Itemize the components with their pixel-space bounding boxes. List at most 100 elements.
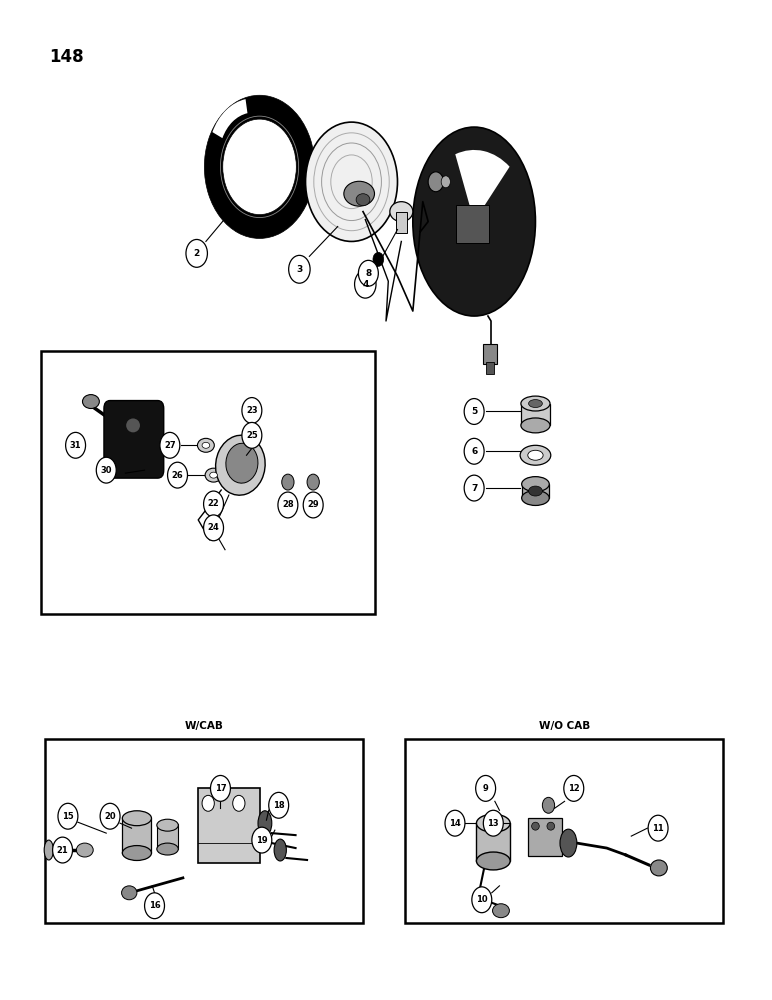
Ellipse shape: [521, 418, 550, 433]
Circle shape: [66, 432, 86, 458]
Circle shape: [373, 252, 384, 266]
Bar: [522, 484, 549, 498]
Text: 26: 26: [171, 471, 184, 480]
Ellipse shape: [83, 395, 100, 409]
Circle shape: [232, 795, 245, 811]
Ellipse shape: [522, 477, 549, 492]
Ellipse shape: [413, 127, 536, 316]
Circle shape: [464, 399, 484, 424]
Ellipse shape: [529, 486, 543, 496]
Ellipse shape: [121, 886, 137, 900]
Circle shape: [58, 803, 78, 829]
Circle shape: [202, 795, 215, 811]
Circle shape: [358, 260, 378, 286]
Ellipse shape: [547, 822, 554, 830]
Bar: [122, 818, 151, 853]
Bar: [483, 344, 497, 364]
Text: 21: 21: [56, 846, 69, 855]
Text: 8: 8: [365, 269, 371, 278]
Text: 17: 17: [215, 784, 226, 793]
Circle shape: [476, 775, 496, 801]
Wedge shape: [205, 95, 315, 238]
Circle shape: [306, 122, 398, 241]
Ellipse shape: [215, 435, 265, 495]
Ellipse shape: [560, 829, 577, 857]
Ellipse shape: [122, 811, 151, 826]
Bar: [486, 362, 494, 374]
Bar: [45, 739, 363, 923]
Ellipse shape: [356, 194, 370, 206]
Text: 9: 9: [482, 784, 489, 793]
Circle shape: [211, 775, 230, 801]
Text: 27: 27: [164, 441, 176, 450]
Circle shape: [186, 239, 208, 267]
Ellipse shape: [44, 840, 53, 860]
Ellipse shape: [258, 811, 272, 836]
Wedge shape: [455, 150, 510, 222]
Bar: [198, 788, 259, 863]
Text: 20: 20: [104, 812, 116, 821]
Text: 3: 3: [296, 265, 303, 274]
Circle shape: [428, 172, 443, 192]
Bar: [157, 824, 178, 849]
Bar: [521, 404, 550, 425]
Text: 19: 19: [256, 836, 268, 845]
Ellipse shape: [344, 181, 374, 206]
Circle shape: [464, 475, 484, 501]
FancyBboxPatch shape: [104, 401, 164, 478]
Ellipse shape: [521, 396, 550, 411]
Ellipse shape: [202, 442, 210, 448]
Text: 25: 25: [246, 431, 258, 440]
Text: 12: 12: [568, 784, 580, 793]
Text: 23: 23: [246, 406, 258, 415]
Ellipse shape: [210, 472, 218, 478]
Text: 22: 22: [208, 499, 219, 508]
Circle shape: [144, 893, 164, 919]
Text: 148: 148: [49, 48, 83, 66]
Circle shape: [52, 837, 73, 863]
Text: 30: 30: [100, 466, 112, 475]
Text: 14: 14: [449, 819, 461, 828]
Ellipse shape: [126, 418, 140, 432]
Circle shape: [282, 474, 294, 490]
Text: 28: 28: [282, 500, 293, 509]
Text: 6: 6: [471, 447, 477, 456]
Text: 5: 5: [471, 407, 477, 416]
Ellipse shape: [157, 819, 178, 831]
Ellipse shape: [476, 814, 510, 832]
Circle shape: [269, 792, 289, 818]
Circle shape: [483, 810, 503, 836]
Ellipse shape: [532, 822, 540, 830]
Circle shape: [204, 515, 224, 541]
Circle shape: [100, 803, 120, 829]
Circle shape: [648, 815, 668, 841]
Text: 31: 31: [69, 441, 81, 450]
Ellipse shape: [476, 852, 510, 870]
Circle shape: [204, 491, 224, 517]
Ellipse shape: [651, 860, 667, 876]
Bar: [476, 823, 510, 861]
Text: 18: 18: [273, 801, 285, 810]
Text: 24: 24: [208, 523, 219, 532]
Text: 2: 2: [194, 249, 200, 258]
Bar: [396, 212, 407, 233]
Text: W/O CAB: W/O CAB: [539, 721, 590, 731]
Ellipse shape: [390, 202, 413, 222]
Circle shape: [472, 887, 492, 913]
Ellipse shape: [520, 445, 550, 465]
Ellipse shape: [198, 438, 215, 452]
Bar: [405, 739, 723, 923]
FancyBboxPatch shape: [455, 205, 489, 243]
Ellipse shape: [205, 468, 222, 482]
Circle shape: [278, 492, 298, 518]
Ellipse shape: [226, 443, 258, 483]
Text: 10: 10: [476, 895, 488, 904]
Bar: [528, 818, 562, 856]
Circle shape: [242, 398, 262, 423]
Circle shape: [168, 462, 188, 488]
Circle shape: [354, 270, 376, 298]
Wedge shape: [212, 99, 248, 138]
Text: W/CAB: W/CAB: [185, 721, 223, 731]
Text: 29: 29: [307, 500, 319, 509]
Circle shape: [441, 176, 450, 188]
